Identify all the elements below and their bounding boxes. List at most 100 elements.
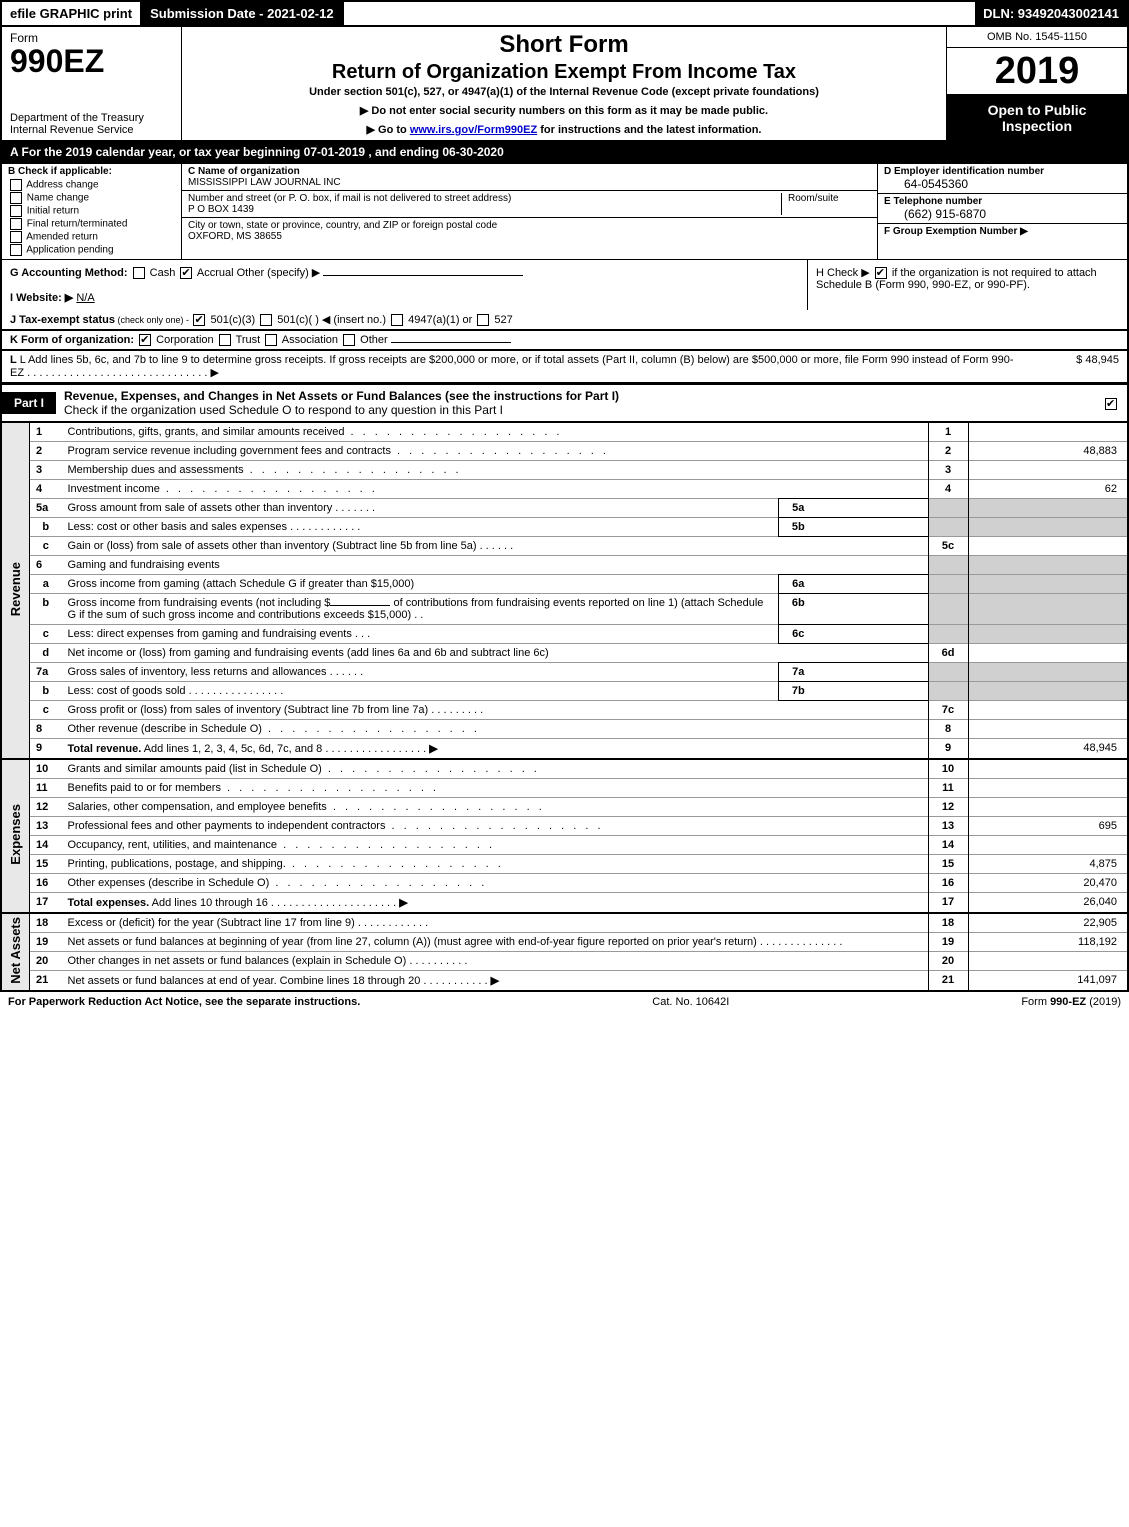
header-center: Short Form Return of Organization Exempt… [182,27,947,140]
checkbox-501c[interactable] [260,314,272,326]
rn-19: 19 [928,933,968,952]
checkbox-h[interactable] [875,267,887,279]
phone-value: (662) 915-6870 [884,207,1121,221]
rn-7b-grey [928,682,968,701]
opt-final-return[interactable]: Final return/terminated [8,218,175,230]
checkbox-trust[interactable] [219,334,231,346]
rn-2: 2 [928,442,968,461]
ln-8: 8 [30,720,62,739]
rn-6d: 6d [928,644,968,663]
opt-label: Application pending [26,245,113,256]
desc-6a: Gross income from gaming (attach Schedul… [62,575,779,594]
checkbox-icon[interactable] [10,205,22,217]
part-1-title-text: Revenue, Expenses, and Changes in Net As… [64,389,619,403]
ln-14: 14 [30,836,62,855]
g-other-fill[interactable] [323,275,523,276]
checkbox-icon[interactable] [10,218,22,230]
ln-3: 3 [30,461,62,480]
checkbox-icon[interactable] [10,192,22,204]
inamt-6b [818,594,928,625]
k-label: K Form of organization: [10,334,134,346]
checkbox-4947[interactable] [391,314,403,326]
part-1-check-line: Check if the organization used Schedule … [64,403,503,417]
city-label: City or town, state or province, country… [188,220,871,231]
ein-value: 64-0545360 [884,177,1121,191]
section-def: D Employer identification number 64-0545… [877,164,1127,259]
opt-address-change[interactable]: Address change [8,179,175,191]
rn-17: 17 [928,893,968,914]
j-527: 527 [491,314,512,326]
line-j: J Tax-exempt status (check only one) - 5… [0,310,1129,331]
netassets-vtab: Net Assets [1,913,30,991]
city-row: City or town, state or province, country… [182,218,877,244]
section-b-header: B Check if applicable: [8,166,175,177]
opt-name-change[interactable]: Name change [8,192,175,204]
ln-21: 21 [30,971,62,992]
checkbox-501c3[interactable] [193,314,205,326]
checkbox-icon[interactable] [10,179,22,191]
i-label: I Website: ▶ [10,292,73,304]
desc-6d: Net income or (loss) from gaming and fun… [62,644,929,663]
org-name-value: MISSISSIPPI LAW JOURNAL INC [188,177,871,188]
efile-print-label[interactable]: efile GRAPHIC print [2,2,142,25]
desc-8: Other revenue (describe in Schedule O) [62,720,929,739]
line-k: K Form of organization: Corporation Trus… [0,331,1129,351]
city-value: OXFORD, MS 38655 [188,231,871,242]
in-7a: 7a [778,663,818,682]
ln-5c: c [30,537,62,556]
desc-11: Benefits paid to or for members [62,779,929,798]
checkbox-corporation[interactable] [139,334,151,346]
checkbox-association[interactable] [265,334,277,346]
top-bar-spacer [344,2,976,25]
rn-5c: 5c [928,537,968,556]
rn-21: 21 [928,971,968,992]
desc-3-text: Membership dues and assessments [68,464,244,476]
amt-3 [968,461,1128,480]
desc-5b: Less: cost or other basis and sales expe… [62,518,779,537]
submission-date-label: Submission Date - 2021-02-12 [142,2,344,25]
checkbox-accrual[interactable] [180,267,192,279]
checkbox-527[interactable] [477,314,489,326]
opt-initial-return[interactable]: Initial return [8,205,175,217]
rn-10: 10 [928,759,968,779]
row-g-h: G Accounting Method: Cash Accrual Other … [0,259,1129,310]
line-l: L L Add lines 5b, 6c, and 7b to line 9 t… [0,351,1129,384]
rn-20: 20 [928,952,968,971]
group-exemption-label: F Group Exemption Number ▶ [884,226,1121,237]
instr2-post: for instructions and the latest informat… [537,124,761,136]
l-text-content: L Add lines 5b, 6c, and 7b to line 9 to … [10,354,1014,379]
6b-fill[interactable] [330,605,390,606]
form-number: 990EZ [10,45,173,77]
desc-21-text: Net assets or fund balances at end of ye… [68,975,421,987]
ln-4: 4 [30,480,62,499]
in-7b: 7b [778,682,818,701]
rn-12: 12 [928,798,968,817]
amt-6c-grey [968,625,1128,644]
checkbox-other[interactable] [343,334,355,346]
k-other-fill[interactable] [391,342,511,343]
l-text: L L Add lines 5b, 6c, and 7b to line 9 t… [10,354,1019,379]
desc-12-text: Salaries, other compensation, and employ… [68,801,327,813]
irs-link[interactable]: www.irs.gov/Form990EZ [410,124,537,136]
checkbox-icon[interactable] [10,244,22,256]
k-trust: Trust [236,334,261,346]
amt-6a-grey [968,575,1128,594]
desc-2: Program service revenue including govern… [62,442,929,461]
desc-7a: Gross sales of inventory, less returns a… [62,663,779,682]
amt-21: 141,097 [968,971,1128,992]
k-corp: Corporation [156,334,213,346]
desc-5a: Gross amount from sale of assets other t… [62,499,779,518]
opt-application-pending[interactable]: Application pending [8,244,175,256]
desc-6b-text1: Gross income from fundraising events (no… [68,597,331,609]
h-pre: H Check ▶ [816,267,870,279]
desc-5c-text: Gain or (loss) from sale of assets other… [68,540,477,552]
opt-amended-return[interactable]: Amended return [8,231,175,243]
line-g: G Accounting Method: Cash Accrual Other … [2,260,807,310]
j-501c: 501(c)( ) ◀ (insert no.) [274,314,389,326]
amt-15: 4,875 [968,855,1128,874]
checkbox-icon[interactable] [10,231,22,243]
checkbox-cash[interactable] [133,267,145,279]
desc-19-text: Net assets or fund balances at beginning… [68,936,757,948]
checkbox-part1-schedo[interactable] [1105,398,1117,410]
ln-16: 16 [30,874,62,893]
